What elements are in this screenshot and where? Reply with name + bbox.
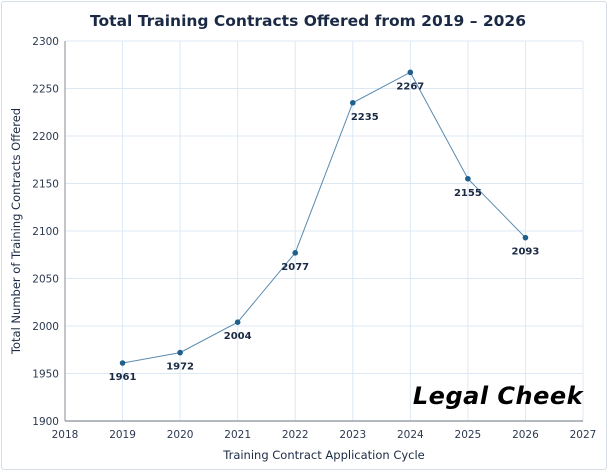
x-tick-label: 2024: [397, 429, 424, 441]
y-tick-label: 1950: [32, 369, 59, 381]
data-point: [465, 175, 471, 182]
data-point: [119, 360, 126, 366]
data-label: 2093: [512, 247, 540, 258]
legal-cheek-logo: Legal Cheek: [413, 382, 585, 410]
x-tick-label: 2025: [455, 429, 482, 441]
y-tick-label: 2200: [32, 131, 59, 143]
y-tick-label: 2050: [32, 274, 59, 286]
data-point: [292, 250, 299, 256]
x-tick-label: 2020: [167, 429, 194, 441]
x-axis-label: Training Contract Application Cycle: [222, 448, 425, 462]
x-tick-label: 2019: [109, 429, 136, 441]
x-tick-label: 2022: [282, 429, 309, 441]
y-tick-label: 2300: [32, 36, 59, 48]
x-tick-label: 2018: [52, 429, 79, 441]
data-point: [234, 319, 241, 326]
series-line: [122, 71, 526, 364]
data-label: 2004: [224, 331, 252, 342]
data-point: [177, 349, 183, 356]
chart-title: Total Training Contracts Offered from 20…: [90, 12, 526, 30]
y-tick-label: 2000: [32, 321, 59, 333]
x-tick-label: 2023: [339, 429, 366, 441]
data-label: 2155: [454, 188, 482, 199]
data-point: [349, 99, 356, 106]
y-axis-label: Total Number of Training Contracts Offer…: [9, 108, 23, 355]
x-tick-label: 2027: [570, 429, 597, 441]
y-tick-label: 2150: [32, 179, 59, 191]
data-point: [522, 234, 529, 241]
data-label: 2235: [351, 112, 379, 123]
y-tick-label: 2100: [32, 226, 59, 238]
data-label: 2267: [396, 81, 424, 92]
data-point: [407, 69, 414, 76]
data-label: 1972: [166, 362, 194, 373]
data-label: 2077: [281, 262, 309, 273]
x-tick-label: 2026: [512, 429, 539, 441]
data-label: 1961: [109, 372, 137, 383]
y-tick-label: 1900: [32, 416, 59, 428]
x-tick-label: 2021: [224, 429, 251, 441]
y-tick-label: 2250: [32, 84, 59, 96]
